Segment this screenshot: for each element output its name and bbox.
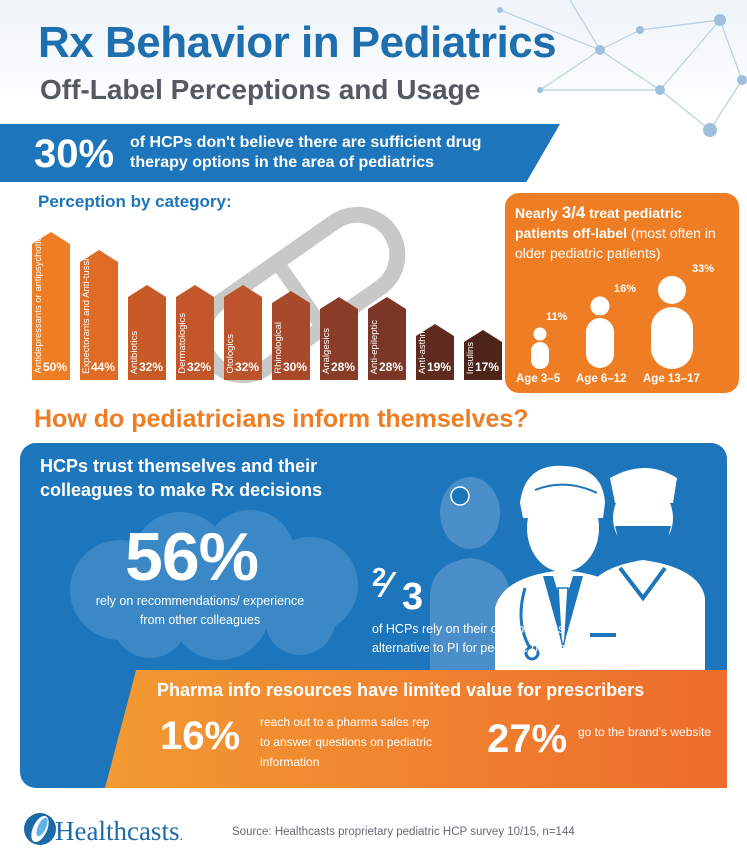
bar-category-label: Insulins — [465, 341, 476, 374]
pharma-panel — [105, 670, 727, 788]
age-3-5-percent: 11% — [546, 311, 568, 323]
pill-icon — [194, 206, 406, 384]
age-6-12-label: Age 6–12 — [576, 373, 627, 385]
logo-mark: . — [179, 829, 183, 844]
bar-10 — [464, 330, 502, 380]
bar-9 — [416, 324, 454, 380]
child-figure-icon-age-3-5 — [531, 327, 549, 369]
page-subtitle: Off-Label Perceptions and Usage — [40, 74, 481, 105]
age-6-12-percent: 16% — [614, 283, 637, 295]
stat-56-text: rely on recommendations/ experience from… — [95, 594, 305, 627]
fraction-slash: ⁄ — [384, 564, 391, 605]
banner-30 — [0, 124, 560, 182]
network-decoration — [497, 0, 747, 137]
age-3-5-label: Age 3–5 — [516, 373, 561, 385]
bar-1 — [32, 232, 70, 380]
bar-category-label: Antidepressants or antipsychotics — [33, 232, 44, 374]
off-label-title-bold-1: Nearly — [515, 205, 562, 221]
stat-27-text: go to the brand's website — [578, 725, 712, 739]
bar-category-label: Antibiotics — [129, 330, 140, 374]
brain-cloud-icon — [70, 510, 358, 660]
perception-title: Perception by category: — [38, 192, 232, 211]
trust-text: HCPs trust themselves and their colleagu… — [40, 456, 323, 500]
healthcasts-logo-icon — [24, 813, 56, 845]
stat-two-thirds-text: of HCPs rely on their own previous exper… — [372, 622, 664, 655]
banner-percent: 30% — [34, 132, 115, 176]
fraction-denominator: 3 — [402, 576, 424, 618]
banner-text: of HCPs don't believe there are sufficie… — [130, 134, 482, 171]
bar-value-label: 17% — [474, 360, 500, 374]
pharma-title: Pharma info resources have limited value… — [157, 680, 645, 700]
bar-value-label: 50% — [42, 360, 68, 374]
age-13-17-label: Age 13–17 — [643, 373, 700, 385]
bar-3 — [128, 285, 166, 380]
logo-name: Healthcasts — [55, 816, 180, 846]
off-label-title: Nearly 3/4 treat pediatric patients off-… — [515, 203, 735, 263]
stat-56-percent: 56% — [125, 519, 259, 595]
child-figure-icon-age-6-12 — [586, 296, 614, 368]
source-note: Source: Healthcasts proprietary pediatri… — [232, 826, 575, 838]
doctors-icon — [430, 465, 705, 690]
stat-16-text: reach out to a pharma sales rep to answe… — [260, 715, 433, 769]
off-label-title-rest: (most often in older pediatric patients) — [515, 225, 716, 261]
bar-value-label: 32% — [138, 360, 164, 374]
stat-27-percent: 27% — [487, 717, 568, 761]
age-13-17-percent: 33% — [692, 263, 715, 275]
bar-category-label: Expectorants and Anti-tussives — [81, 244, 92, 374]
healthcasts-logo-text: Healthcasts. — [55, 816, 183, 847]
page-title: Rx Behavior in Pediatrics — [38, 18, 557, 67]
bar-value-label: 19% — [426, 360, 452, 374]
fraction-numerator: 2 — [372, 562, 387, 592]
off-label-title-bold-2: treat pediatric patients off-label — [515, 205, 682, 241]
teen-figure-icon-age-13-17 — [651, 276, 693, 369]
bar-2 — [80, 250, 118, 380]
bar-value-label: 44% — [90, 360, 116, 374]
stat-16-percent: 16% — [160, 714, 241, 758]
section-heading: How do pediatricians inform themselves? — [34, 405, 529, 433]
off-label-title-fraction: 3/4 — [561, 203, 586, 222]
